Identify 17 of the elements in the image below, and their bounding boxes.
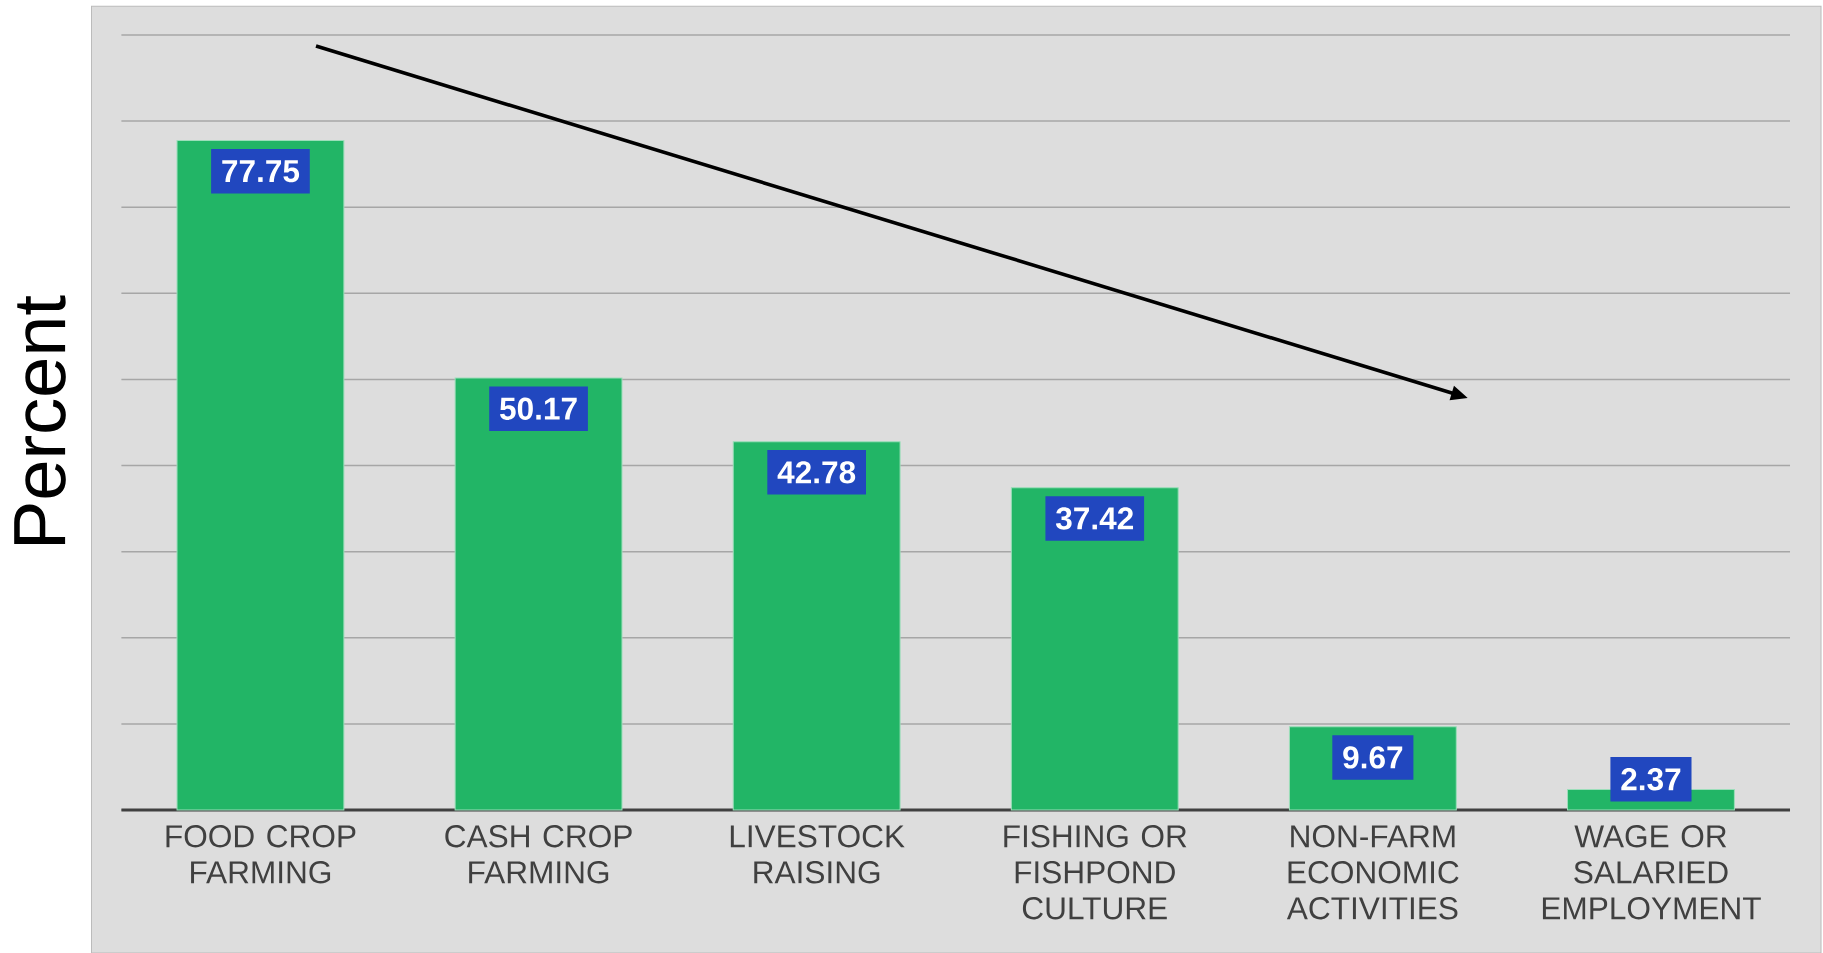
x-tick-label: LIVESTOCK RAISING xyxy=(730,825,905,884)
data-label: 37.42 xyxy=(1055,507,1134,530)
bar xyxy=(732,441,901,811)
x-tick-label: FOOD CROP FARMING xyxy=(166,825,356,884)
y-axis-title: Percent xyxy=(14,295,66,544)
data-label: 42.78 xyxy=(777,461,856,484)
data-label: 2.37 xyxy=(1621,768,1681,791)
bar xyxy=(454,377,623,811)
x-tick-label: CASH CROP FARMING xyxy=(445,825,632,884)
data-label: 50.17 xyxy=(499,397,577,420)
data-label: 9.67 xyxy=(1343,746,1403,769)
data-label: 77.75 xyxy=(222,160,300,183)
x-tick-label: FISHING OR FISHPOND CULTURE xyxy=(1004,825,1187,920)
x-tick-label: WAGE OR SALARIED EMPLOYMENT xyxy=(1542,825,1761,920)
bar xyxy=(176,140,345,811)
bar xyxy=(1010,487,1179,811)
x-tick-label: NON-FARM ECONOMIC ACTIVITIES xyxy=(1286,825,1459,920)
